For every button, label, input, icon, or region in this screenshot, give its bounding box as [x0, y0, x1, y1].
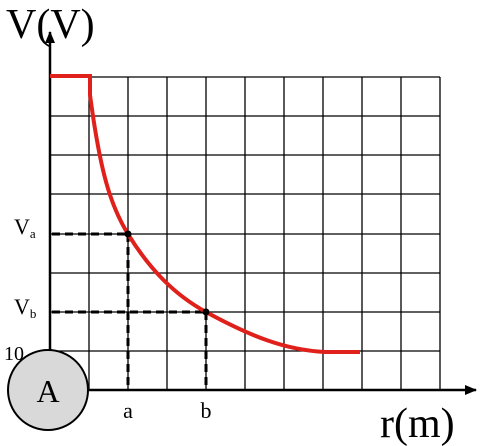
dashed-guides — [52, 232, 208, 390]
point-a — [124, 230, 132, 238]
x-axis-label: r(m) — [380, 401, 455, 446]
vb-main: V — [14, 294, 30, 319]
vb-label: Vb — [14, 294, 36, 321]
charge-sphere — [7, 349, 89, 431]
vb-sub: b — [30, 306, 37, 321]
b-label: b — [201, 398, 212, 423]
charge-label: A — [36, 373, 59, 409]
a-label: a — [123, 398, 133, 423]
potential-curve — [50, 74, 360, 354]
va-sub: a — [30, 226, 36, 241]
y-axis-label: V(V) — [6, 2, 95, 48]
ten-label: 10 — [4, 343, 24, 365]
point-b — [202, 308, 210, 316]
va-main: V — [14, 214, 30, 239]
grid — [50, 76, 441, 390]
va-label: Va — [14, 214, 36, 241]
